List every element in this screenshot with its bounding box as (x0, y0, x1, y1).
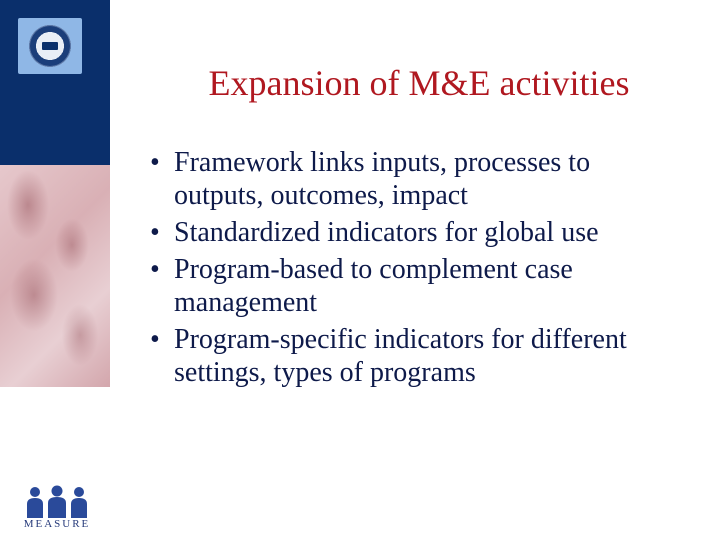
sidebar-bottom-band: MEASURE (0, 387, 110, 540)
sidebar-top-band (0, 0, 110, 165)
sidebar-photo-band (0, 165, 110, 387)
bullet-item: Program-specific indicators for differen… (146, 323, 680, 389)
usaid-logo-tile (18, 18, 82, 74)
measure-logo-text: MEASURE (14, 518, 100, 530)
bullet-item: Standardized indicators for global use (146, 216, 680, 249)
measure-logo: MEASURE (14, 484, 100, 530)
usaid-seal-icon (29, 25, 71, 67)
bullet-item: Framework links inputs, processes to out… (146, 146, 680, 212)
slide: MEASURE Expansion of M&E activities Fram… (0, 0, 720, 540)
slide-title: Expansion of M&E activities (158, 62, 680, 104)
people-icon (14, 484, 100, 520)
sidebar: MEASURE (0, 0, 110, 540)
bullet-item: Program-based to complement case managem… (146, 253, 680, 319)
bullet-list: Framework links inputs, processes to out… (140, 146, 680, 389)
content-area: Expansion of M&E activities Framework li… (110, 0, 720, 540)
